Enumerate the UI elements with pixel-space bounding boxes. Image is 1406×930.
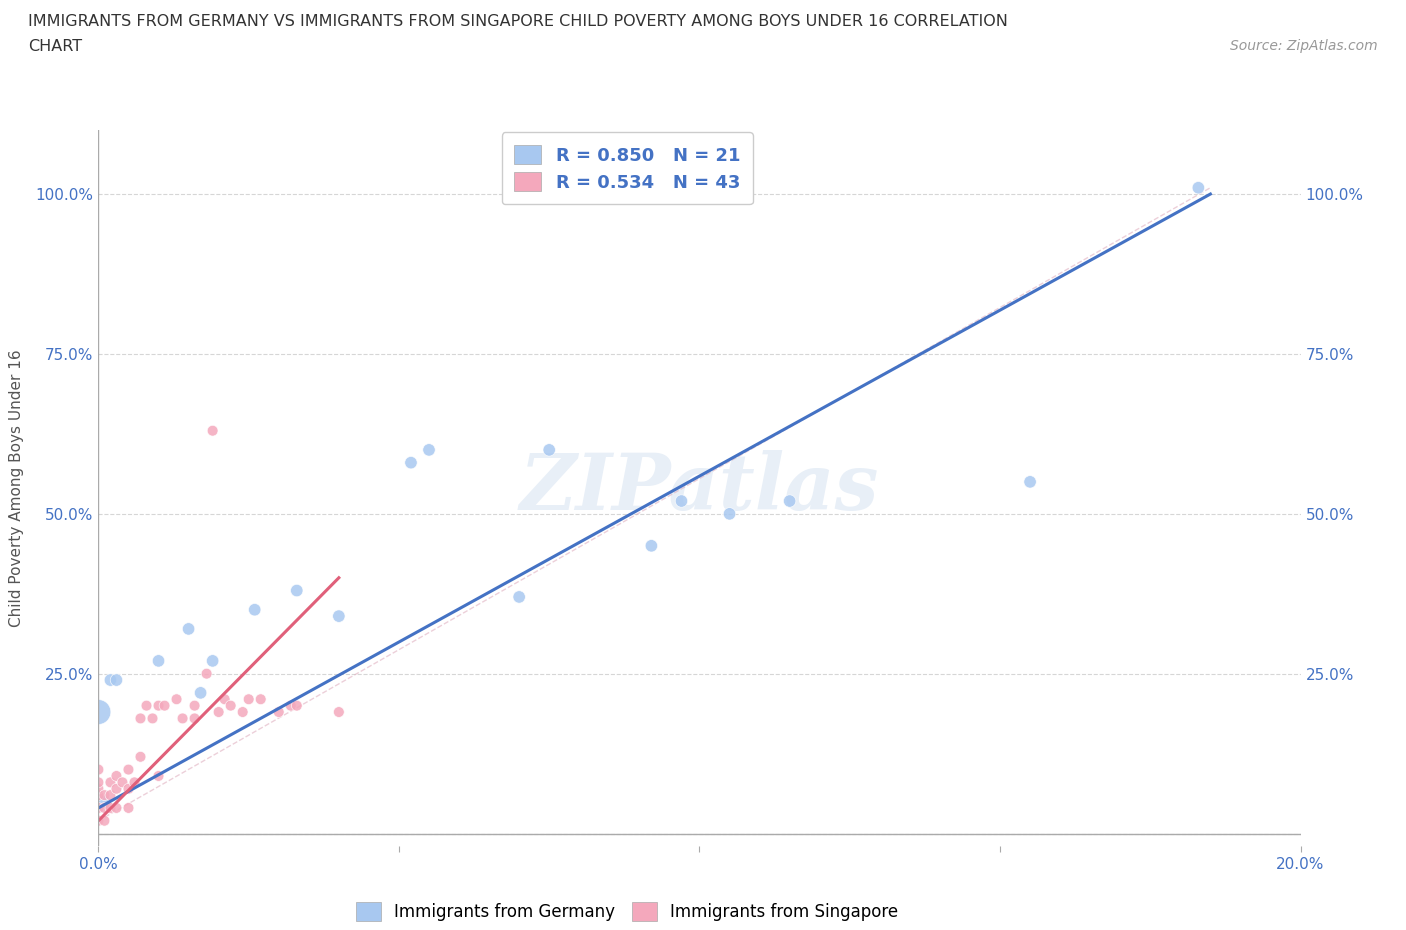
Point bbox=[124, 775, 146, 790]
Point bbox=[201, 423, 224, 438]
Point bbox=[172, 711, 194, 726]
Y-axis label: Child Poverty Among Boys Under 16: Child Poverty Among Boys Under 16 bbox=[10, 350, 24, 627]
Point bbox=[105, 672, 128, 687]
Point bbox=[280, 698, 302, 713]
Text: CHART: CHART bbox=[28, 39, 82, 54]
Point bbox=[1019, 474, 1042, 489]
Point bbox=[117, 763, 139, 777]
Point bbox=[238, 692, 260, 707]
Point bbox=[779, 494, 801, 509]
Point bbox=[508, 590, 530, 604]
Point bbox=[640, 538, 662, 553]
Point bbox=[111, 775, 134, 790]
Point bbox=[100, 801, 122, 816]
Point bbox=[117, 801, 139, 816]
Point bbox=[100, 672, 122, 687]
Text: IMMIGRANTS FROM GERMANY VS IMMIGRANTS FROM SINGAPORE CHILD POVERTY AMONG BOYS UN: IMMIGRANTS FROM GERMANY VS IMMIGRANTS FR… bbox=[28, 14, 1008, 29]
Point bbox=[195, 666, 218, 681]
Point bbox=[105, 781, 128, 796]
Point bbox=[117, 781, 139, 796]
Point bbox=[87, 813, 110, 829]
Point bbox=[93, 794, 115, 809]
Point bbox=[190, 685, 212, 700]
Point bbox=[129, 711, 152, 726]
Point bbox=[87, 788, 110, 803]
Point bbox=[201, 654, 224, 669]
Legend: Immigrants from Germany, Immigrants from Singapore: Immigrants from Germany, Immigrants from… bbox=[347, 894, 907, 929]
Point bbox=[399, 456, 422, 471]
Point bbox=[418, 443, 440, 458]
Point bbox=[100, 775, 122, 790]
Point bbox=[135, 698, 157, 713]
Point bbox=[141, 711, 163, 726]
Point bbox=[87, 781, 110, 796]
Point bbox=[105, 801, 128, 816]
Point bbox=[87, 705, 110, 720]
Point bbox=[87, 775, 110, 790]
Point bbox=[1187, 180, 1209, 195]
Point bbox=[87, 763, 110, 777]
Point bbox=[105, 768, 128, 783]
Point bbox=[671, 494, 693, 509]
Point bbox=[93, 801, 115, 816]
Text: Source: ZipAtlas.com: Source: ZipAtlas.com bbox=[1230, 39, 1378, 53]
Point bbox=[166, 692, 188, 707]
Point bbox=[219, 698, 242, 713]
Point bbox=[243, 603, 266, 618]
Point bbox=[183, 711, 205, 726]
Point bbox=[214, 692, 236, 707]
Point bbox=[232, 705, 254, 720]
Point bbox=[208, 705, 231, 720]
Point bbox=[328, 705, 350, 720]
Point bbox=[93, 788, 115, 803]
Point bbox=[249, 692, 271, 707]
Point bbox=[538, 443, 561, 458]
Point bbox=[87, 801, 110, 816]
Point bbox=[148, 768, 170, 783]
Point bbox=[285, 698, 308, 713]
Point bbox=[100, 788, 122, 803]
Point bbox=[183, 698, 205, 713]
Point bbox=[148, 698, 170, 713]
Point bbox=[129, 750, 152, 764]
Point bbox=[267, 705, 290, 720]
Point bbox=[177, 621, 200, 636]
Point bbox=[328, 609, 350, 624]
Text: ZIPatlas: ZIPatlas bbox=[520, 450, 879, 526]
Point bbox=[153, 698, 176, 713]
Point bbox=[285, 583, 308, 598]
Point bbox=[148, 654, 170, 669]
Point bbox=[93, 813, 115, 829]
Point bbox=[718, 507, 741, 522]
